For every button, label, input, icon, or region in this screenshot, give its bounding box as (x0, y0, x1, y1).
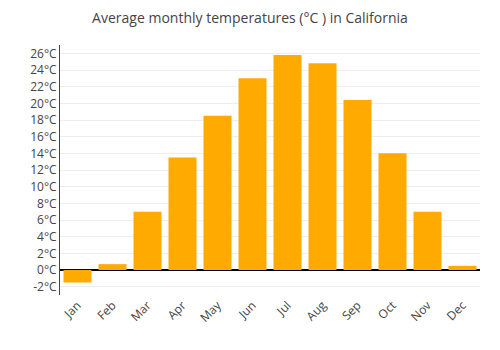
svg-text:Dec: Dec (443, 297, 470, 324)
svg-text:6°C: 6°C (37, 211, 57, 228)
svg-text:Feb: Feb (93, 297, 119, 323)
svg-text:Jul: Jul (272, 297, 294, 319)
svg-text:May: May (196, 296, 225, 325)
svg-text:2°C: 2°C (37, 245, 57, 262)
svg-text:8°C: 8°C (37, 195, 57, 212)
svg-text:24°C: 24°C (30, 61, 57, 78)
svg-text:4°C: 4°C (37, 228, 57, 245)
svg-text:20°C: 20°C (30, 95, 57, 112)
svg-text:Average monthly temperatures (: Average monthly temperatures (°C ) in Ca… (92, 8, 408, 27)
svg-text:10°C: 10°C (30, 178, 57, 195)
svg-text:Jan: Jan (60, 297, 85, 322)
svg-text:Nov: Nov (407, 297, 435, 325)
svg-text:14°C: 14°C (30, 145, 57, 162)
svg-text:Sep: Sep (338, 297, 365, 324)
svg-text:Aug: Aug (302, 297, 330, 325)
svg-text:0°C: 0°C (37, 261, 57, 278)
svg-text:18°C: 18°C (30, 111, 57, 128)
svg-text:Apr: Apr (164, 297, 190, 323)
svg-text:Oct: Oct (374, 297, 400, 323)
svg-text:Mar: Mar (127, 297, 155, 325)
svg-text:26°C: 26°C (30, 45, 57, 62)
svg-text:22°C: 22°C (30, 78, 57, 95)
svg-text:16°C: 16°C (30, 128, 57, 145)
svg-text:12°C: 12°C (30, 161, 57, 178)
svg-text:-2°C: -2°C (33, 278, 57, 295)
svg-text:Jun: Jun (234, 297, 259, 322)
